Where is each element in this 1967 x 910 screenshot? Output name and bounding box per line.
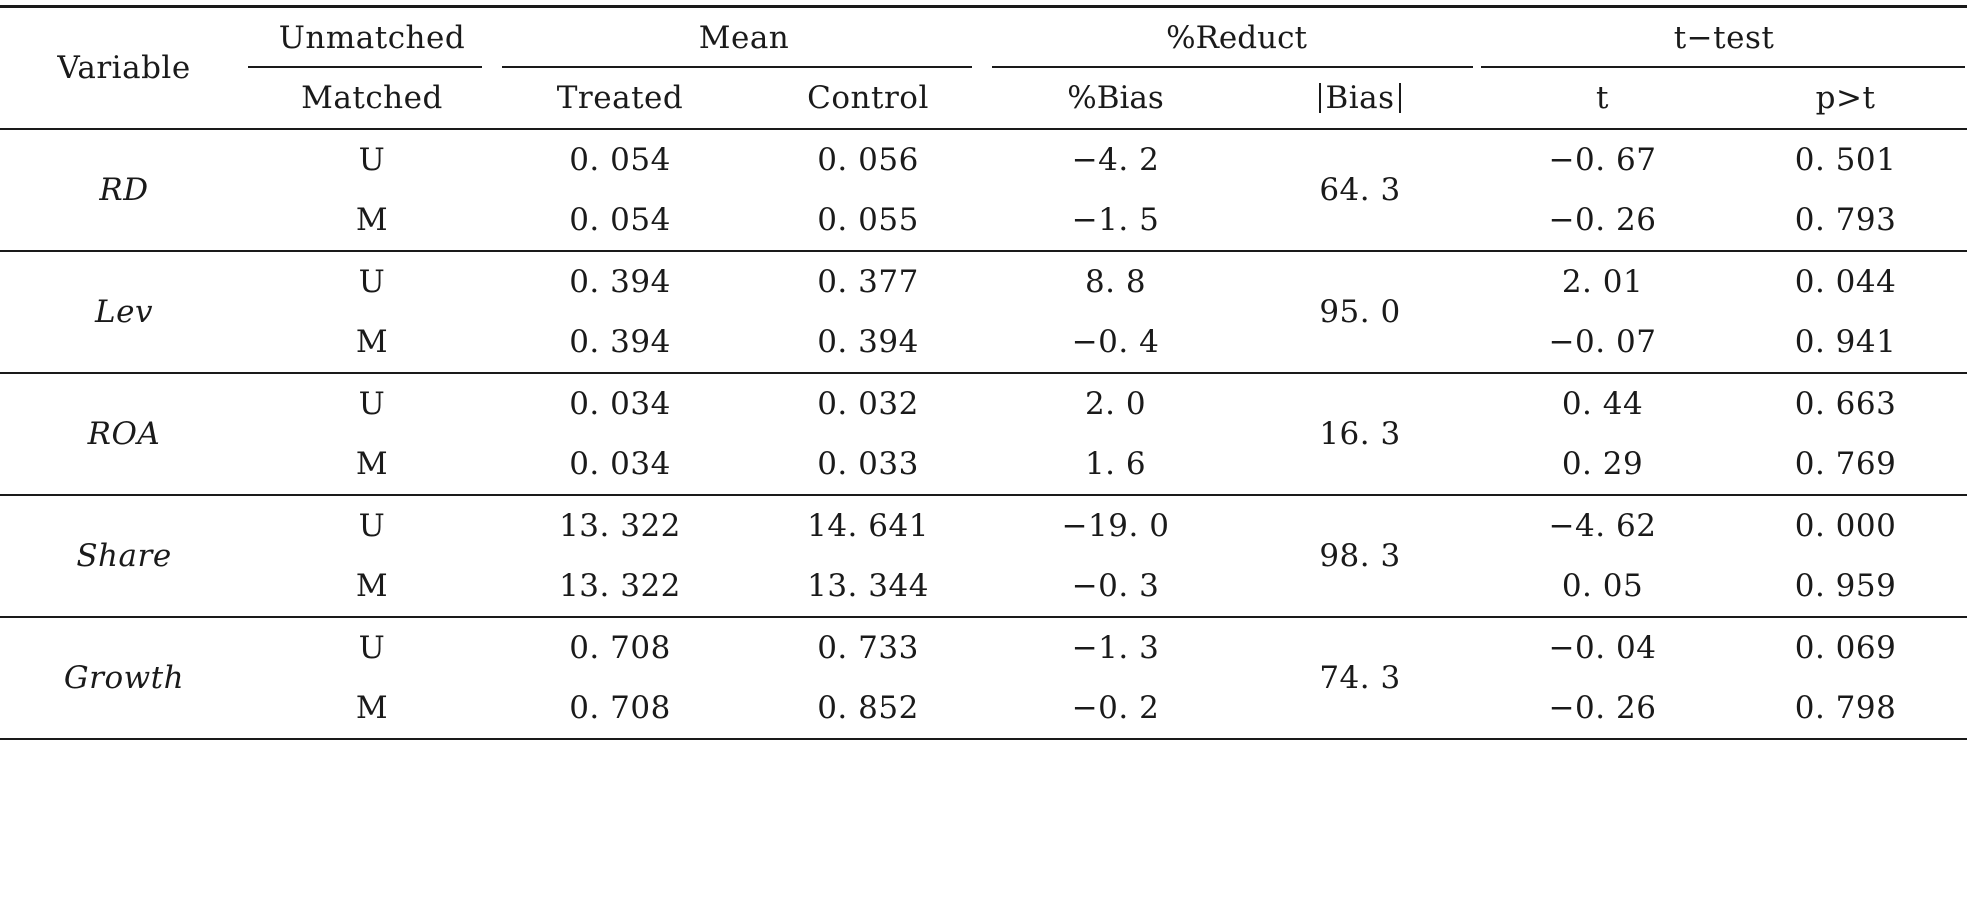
header-mean: Mean	[496, 5, 993, 69]
p-value: 0. 941	[1724, 312, 1967, 374]
treated-value: 0. 054	[496, 190, 744, 252]
control-value: 0. 394	[744, 312, 993, 374]
control-value: 0. 377	[817, 264, 919, 300]
reduct-value: 64. 3	[1239, 129, 1482, 252]
reduct-value: 16. 3	[1239, 373, 1482, 496]
header-p: p>t	[1724, 68, 1967, 130]
reduct-value: 95. 0	[1239, 251, 1482, 374]
control-value: 0. 056	[817, 142, 919, 178]
p-value: 0. 000	[1794, 508, 1897, 544]
treated-value: 13. 322	[496, 556, 744, 618]
t-value: −0. 26	[1481, 678, 1725, 740]
header-reduct: %Reduct	[992, 5, 1482, 69]
t-value: 2. 01	[1561, 264, 1644, 300]
control-value: 0. 032	[817, 386, 919, 422]
table-row: RD U 0. 054 0. 056 −4. 2 64. 3 −0. 67 0.…	[0, 129, 1967, 252]
bias-value: −19. 0	[1061, 508, 1170, 544]
header-row-2: Matched Treated Control %Bias Bias t p>t	[0, 68, 1967, 130]
treated-value: 13. 322	[559, 508, 681, 544]
treated-value: 0. 394	[569, 264, 671, 300]
p-value: 0. 044	[1794, 264, 1897, 300]
t-value: −0. 26	[1481, 190, 1725, 252]
p-value: 0. 793	[1724, 190, 1967, 252]
t-value: −0. 67	[1548, 142, 1657, 178]
balance-test-table: Variable Unmatched Mean %Reduct t−test M…	[0, 5, 1967, 740]
bias-value: 1. 6	[992, 434, 1240, 496]
control-value: 0. 733	[817, 630, 919, 666]
p-value: 0. 069	[1794, 630, 1897, 666]
treated-value: 0. 394	[496, 312, 744, 374]
table-row: Lev U 0. 394 0. 377 8. 8 95. 0 2. 01 0. …	[0, 251, 1967, 374]
t-value: −0. 04	[1548, 630, 1657, 666]
header-bias-abs: Bias	[1319, 83, 1401, 114]
header-matched: Matched	[248, 68, 496, 130]
p-value: 0. 663	[1794, 386, 1897, 422]
sample-label: U	[358, 508, 386, 544]
bias-value: −1. 5	[992, 190, 1240, 252]
header-bias-pct: %Bias	[992, 68, 1240, 130]
t-value: −4. 62	[1548, 508, 1657, 544]
sample-label: U	[358, 142, 386, 178]
t-value: −0. 07	[1481, 312, 1725, 374]
p-value: 0. 798	[1724, 678, 1967, 740]
sample-label: M	[248, 190, 496, 252]
bias-value: 8. 8	[1084, 264, 1147, 300]
treated-value: 0. 708	[496, 678, 744, 740]
treated-value: 0. 034	[569, 386, 671, 422]
p-value: 0. 959	[1724, 556, 1967, 618]
variable-name: RD	[0, 129, 248, 252]
variable-name: ROA	[0, 373, 248, 496]
table-row: M 13. 322 13. 344 −0. 3 0. 05 0. 959	[0, 556, 1967, 618]
table-row: Growth U 0. 708 0. 733 −1. 3 74. 3 −0. 0…	[0, 617, 1967, 740]
table-row: M 0. 708 0. 852 −0. 2 −0. 26 0. 798	[0, 678, 1967, 740]
control-value: 0. 033	[744, 434, 993, 496]
table-row: Share U 13. 322 14. 641 −19. 0 98. 3 −4.…	[0, 495, 1967, 618]
control-value: 0. 055	[744, 190, 993, 252]
treated-value: 0. 054	[569, 142, 671, 178]
p-value: 0. 501	[1794, 142, 1897, 178]
sample-label: U	[358, 386, 386, 422]
bias-value: −0. 3	[992, 556, 1240, 618]
table-row: ROA U 0. 034 0. 032 2. 0 16. 3 0. 44 0. …	[0, 373, 1967, 496]
header-control: Control	[744, 68, 993, 130]
p-value: 0. 769	[1724, 434, 1967, 496]
control-value: 0. 852	[744, 678, 993, 740]
header-t: t	[1481, 68, 1725, 130]
table-header: Variable Unmatched Mean %Reduct t−test M…	[0, 5, 1967, 130]
reduct-value: 98. 3	[1239, 495, 1482, 618]
header-row-1: Variable Unmatched Mean %Reduct t−test	[0, 5, 1967, 130]
table-row: M 0. 054 0. 055 −1. 5 −0. 26 0. 793	[0, 190, 1967, 252]
header-treated: Treated	[496, 68, 744, 130]
reduct-value: 74. 3	[1239, 617, 1482, 740]
variable-name: Lev	[0, 251, 248, 374]
variable-name: Share	[0, 495, 248, 618]
t-value: 0. 05	[1481, 556, 1725, 618]
header-unmatched: Unmatched	[248, 5, 496, 69]
treated-value: 0. 034	[496, 434, 744, 496]
variable-name: Growth	[0, 617, 248, 740]
table-row: M 0. 394 0. 394 −0. 4 −0. 07 0. 941	[0, 312, 1967, 374]
sample-label: M	[248, 434, 496, 496]
sample-label: M	[248, 312, 496, 374]
t-value: 0. 29	[1481, 434, 1725, 496]
control-value: 13. 344	[744, 556, 993, 618]
sample-label: U	[358, 264, 386, 300]
bias-value: −0. 4	[992, 312, 1240, 374]
table-body: RD U 0. 054 0. 056 −4. 2 64. 3 −0. 67 0.…	[0, 129, 1967, 740]
t-value: 0. 44	[1561, 386, 1644, 422]
sample-label: U	[358, 630, 386, 666]
bias-value: −0. 2	[992, 678, 1240, 740]
header-ttest: t−test	[1481, 5, 1967, 69]
bias-value: 2. 0	[1084, 386, 1147, 422]
table-row: M 0. 034 0. 033 1. 6 0. 29 0. 769	[0, 434, 1967, 496]
control-value: 14. 641	[807, 508, 929, 544]
sample-label: M	[248, 678, 496, 740]
treated-value: 0. 708	[569, 630, 671, 666]
header-bias-abs-cell: Bias	[1239, 68, 1482, 130]
bias-value: −1. 3	[1071, 630, 1160, 666]
header-variable: Variable	[0, 5, 248, 130]
bias-value: −4. 2	[1071, 142, 1160, 178]
sample-label: M	[248, 556, 496, 618]
